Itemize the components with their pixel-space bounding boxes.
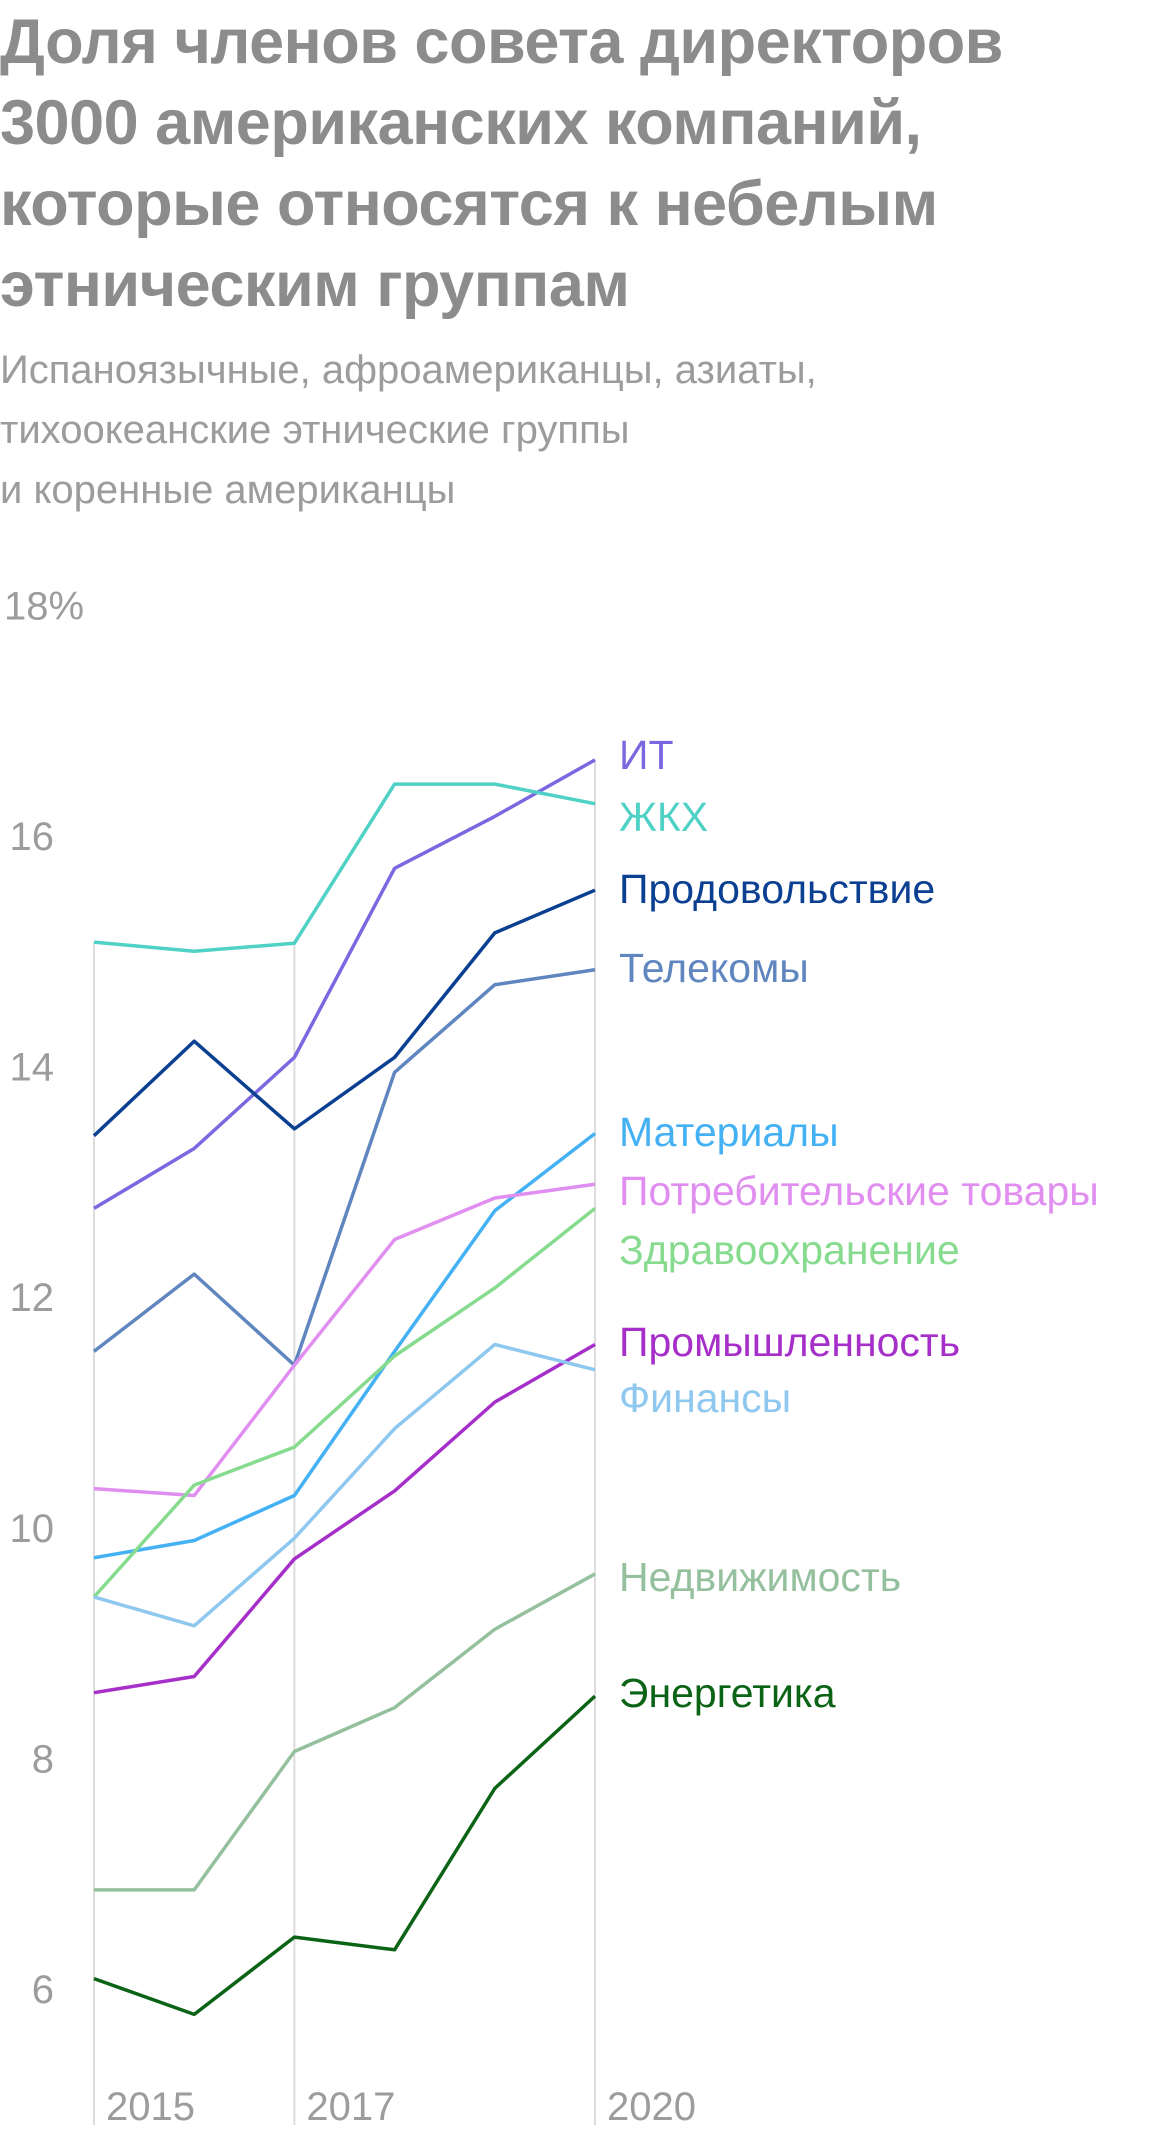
x-tick-label: 2017: [306, 2085, 395, 2129]
series-line: [92, 1207, 597, 1599]
y-tick-label: 16: [10, 815, 55, 859]
y-tick-label: 18%: [4, 584, 84, 628]
series-line: [93, 1342, 596, 1695]
y-tick-label: 10: [10, 1507, 55, 1551]
series-line: [93, 1342, 596, 1628]
series-label: Материалы: [619, 1109, 839, 1155]
subtitle-line: тихоокеанские этнические группы: [0, 408, 630, 452]
series-label: Здравоохранение: [619, 1227, 960, 1273]
series-line: [92, 888, 596, 1138]
series-line: [93, 758, 596, 1210]
subtitle-line: Испаноязычные, афроамериканцы, азиаты,: [0, 348, 817, 392]
y-tick-label: 14: [10, 1046, 55, 1090]
chart-subtitle: Испаноязычные, афроамериканцы, азиаты, т…: [0, 340, 1150, 520]
series-line: [92, 968, 596, 1367]
subtitle-line: и коренные американцы: [0, 468, 456, 512]
series-label: Энергетика: [619, 1670, 836, 1716]
series-line: [93, 782, 596, 954]
series-label: ЖКХ: [619, 794, 708, 840]
y-tick-label: 8: [32, 1737, 54, 1781]
series-label: Финансы: [619, 1375, 791, 1421]
x-tick-label: 2020: [607, 2085, 696, 2129]
series-line: [93, 1182, 596, 1498]
series-line: [93, 1694, 597, 2017]
series-line: [93, 1132, 597, 1560]
series-label: Промышленность: [619, 1319, 960, 1365]
y-tick-label: 6: [32, 1968, 54, 2012]
x-tick-label: 2015: [106, 2085, 195, 2129]
series-label: ИТ: [619, 732, 674, 778]
y-tick-label: 12: [10, 1276, 55, 1320]
chart-title: Доля членов совета директоров 3000 амери…: [0, 7, 1003, 320]
series-label: Продовольствие: [619, 866, 935, 912]
series-label: Недвижимость: [619, 1554, 901, 1600]
series-label: Потребительские товары: [619, 1168, 1099, 1214]
series-line: [94, 1572, 596, 1892]
series-label: Телекомы: [619, 945, 809, 991]
